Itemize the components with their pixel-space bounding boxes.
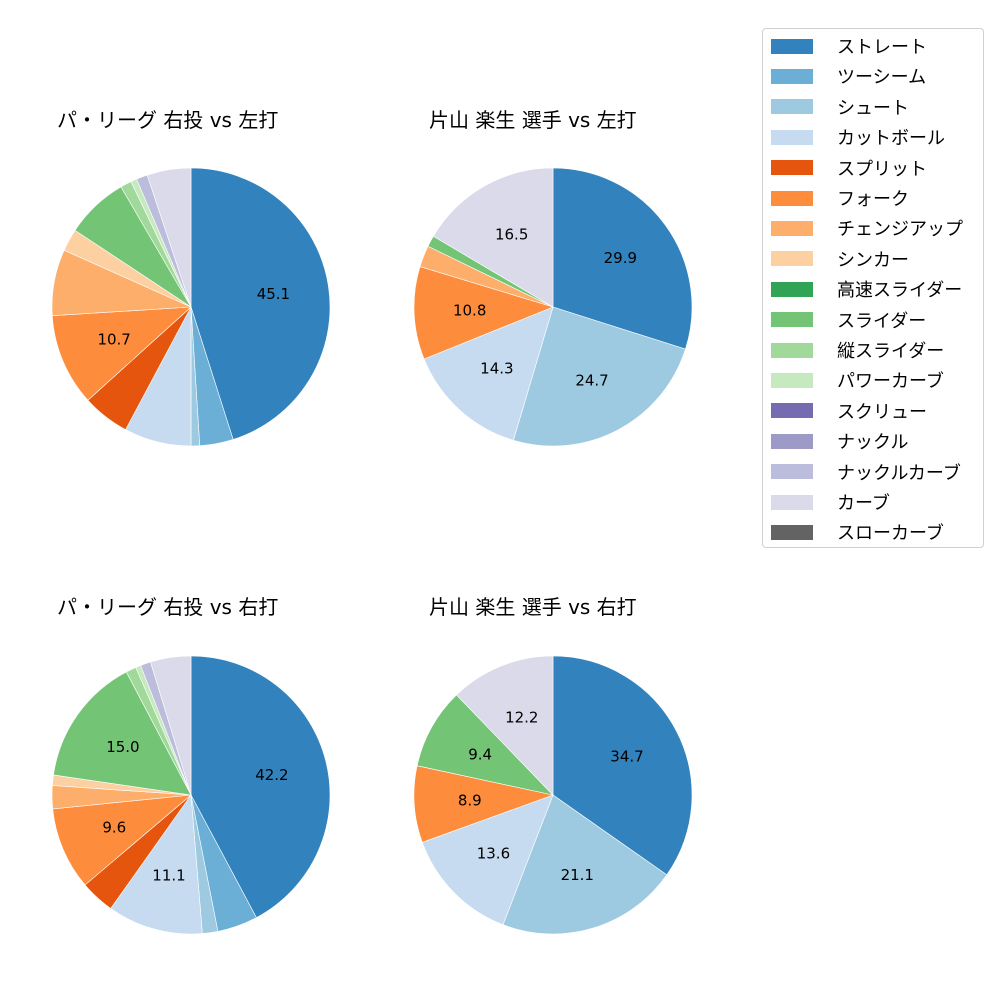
- legend-item: ナックル: [771, 430, 909, 454]
- legend-swatch-icon: [771, 38, 813, 54]
- legend-item: ツーシーム: [771, 65, 927, 89]
- legend-item: フォーク: [771, 187, 909, 210]
- legend-swatch-icon: [771, 524, 813, 540]
- slice-value-label: 34.7: [610, 748, 643, 766]
- legend-item: チェンジアップ: [771, 217, 963, 241]
- legend-label: スプリット: [837, 158, 927, 180]
- slice-value-label: 16.5: [495, 226, 528, 244]
- slice-value-label: 10.7: [97, 330, 130, 348]
- legend-item: 高速スライダー: [771, 278, 963, 302]
- pie-slice: [423, 306, 554, 441]
- legend-item: 縦スライダー: [771, 339, 945, 362]
- pie-slice: [150, 655, 192, 796]
- slice-value-label: 11.1: [152, 866, 185, 884]
- legend-label: スローカーブ: [837, 523, 944, 545]
- legend: ストレートツーシームシュートカットボール スプリットフォークチェンジアップ シンカー…: [762, 28, 984, 548]
- legend-item: スクリュー: [771, 400, 927, 423]
- chart-title-katayama-vs-left: 片山 楽生 選手 vs 左打: [429, 108, 637, 132]
- legend-label: 縦スライダー: [837, 341, 945, 362]
- legend-label: ツーシーム: [837, 67, 927, 89]
- legend-item: シンカー: [771, 248, 909, 271]
- legend-swatch-icon: [771, 342, 813, 358]
- legend-item: スプリット: [771, 157, 927, 180]
- legend-label: スクリュー: [837, 401, 927, 423]
- pie-slice: [53, 671, 192, 796]
- pie-slice: [416, 694, 554, 796]
- legend-label: チェンジアップ: [837, 219, 963, 241]
- legend-label: カーブ: [837, 493, 890, 514]
- chart-title-league-vs-right: パ・リーグ 右投 vs 右打: [57, 595, 279, 619]
- legend-label: パワーカーブ: [837, 371, 944, 393]
- slice-value-label: 42.2: [255, 766, 288, 784]
- chart-title-katayama-vs-right: 片山 楽生 選手 vs 右打: [429, 595, 637, 619]
- legend-item: ナックルカーブ: [771, 461, 961, 484]
- slice-value-label: 10.8: [453, 302, 486, 320]
- pie-slice: [110, 794, 203, 935]
- legend-label: シュート: [837, 97, 909, 119]
- legend-item: カットボール: [771, 126, 945, 150]
- pie-slice: [52, 794, 192, 886]
- legend-item: カーブ: [771, 491, 890, 514]
- pie-slice: [190, 167, 331, 440]
- legend-label: カットボール: [837, 128, 945, 150]
- pie-slice: [51, 306, 192, 401]
- pie-slice: [502, 794, 668, 935]
- legend-item: ストレート: [771, 35, 927, 58]
- legend-label: フォーク: [837, 189, 909, 210]
- pie-slice: [146, 167, 192, 308]
- slice-value-label: 24.7: [575, 372, 608, 390]
- slice-value-label: 45.1: [257, 285, 290, 303]
- pie-slice: [421, 794, 554, 926]
- slice-value-label: 9.4: [468, 745, 492, 763]
- pie-slice: [456, 655, 554, 796]
- legend-swatch-icon: [771, 160, 813, 176]
- legend-swatch-icon: [771, 464, 813, 480]
- legend-item: スライダー: [771, 309, 927, 332]
- pie-slice: [552, 167, 693, 350]
- legend-swatch-icon: [771, 403, 813, 419]
- legend-label: ストレート: [837, 37, 927, 58]
- legend-swatch-icon: [771, 251, 813, 267]
- legend-swatch-icon: [771, 99, 813, 115]
- slice-value-label: 12.2: [505, 709, 538, 727]
- legend-swatch-icon: [771, 494, 813, 510]
- pie-slice: [413, 266, 554, 360]
- slice-value-label: 13.6: [477, 844, 510, 862]
- pie-slice: [432, 167, 554, 308]
- legend-label: スライダー: [837, 310, 927, 332]
- chart-title-league-vs-left: パ・リーグ 右投 vs 左打: [57, 108, 279, 132]
- legend-swatch-icon: [771, 190, 813, 206]
- legend-item: パワーカーブ: [771, 369, 944, 393]
- pie-slice: [513, 306, 686, 447]
- legend-swatch-icon: [771, 129, 813, 145]
- legend-item: シュート: [771, 96, 909, 119]
- legend-swatch-icon: [771, 220, 813, 236]
- slice-value-label: 8.9: [458, 792, 482, 810]
- legend-swatch-icon: [771, 281, 813, 297]
- legend-item: スローカーブ: [771, 521, 944, 545]
- slice-value-label: 9.6: [102, 819, 126, 837]
- slice-value-label: 14.3: [480, 360, 513, 378]
- slice-value-label: 15.0: [106, 738, 139, 756]
- legend-label: ナックル: [837, 432, 909, 454]
- legend-swatch-icon: [771, 433, 813, 449]
- legend-swatch-icon: [771, 372, 813, 388]
- pie-slice: [190, 655, 331, 919]
- slice-value-label: 21.1: [561, 866, 594, 884]
- legend-label: 高速スライダー: [837, 280, 963, 302]
- legend-swatch-icon: [771, 312, 813, 328]
- legend-label: ナックルカーブ: [837, 462, 961, 484]
- pie-slice: [552, 655, 693, 876]
- slice-value-label: 29.9: [604, 249, 637, 267]
- legend-label: シンカー: [837, 249, 909, 271]
- legend-swatch-icon: [771, 68, 813, 84]
